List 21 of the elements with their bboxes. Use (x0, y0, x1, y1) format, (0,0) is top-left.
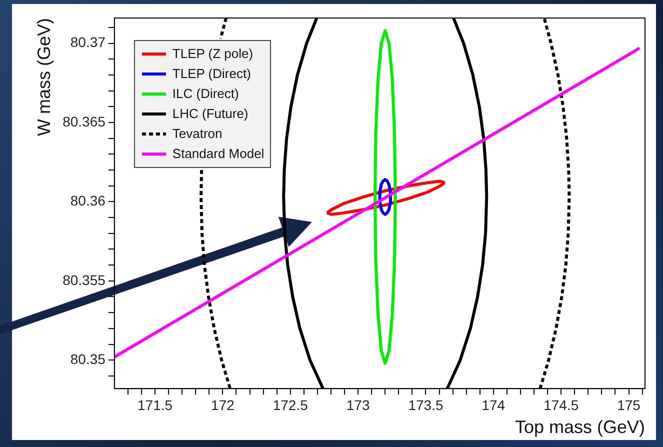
legend-label: Tevatron (172, 125, 222, 143)
x-tick-label: 172 (211, 396, 235, 413)
x-tick-label: 174.5 (544, 396, 579, 413)
x-tick-label: 175 (617, 396, 641, 413)
x-tick-label: 174 (482, 396, 506, 413)
x-axis-title: Top mass (GeV) (514, 417, 645, 438)
y-tick-label: 80.36 (70, 192, 106, 209)
legend-label: TLEP (Direct) (172, 65, 251, 83)
x-tick-label: 173 (346, 396, 370, 413)
legend-label: Standard Model (172, 145, 264, 163)
y-tick-label: 80.37 (70, 34, 106, 50)
legend-label: TLEP (Z pole) (172, 45, 254, 63)
x-tick-label: 173.5 (408, 396, 444, 413)
y-axis-title: W mass (GeV) (34, 18, 54, 136)
legend-label: ILC (Direct) (172, 85, 239, 103)
y-tick-label: 80.355 (62, 272, 106, 288)
y-tick-label: 80.365 (62, 113, 106, 130)
legend-label: LHC (Future) (172, 105, 248, 123)
y-tick-label: 80.35 (70, 350, 106, 367)
x-tick-label: 172.5 (272, 396, 308, 413)
x-tick-label: 171.5 (138, 396, 173, 413)
